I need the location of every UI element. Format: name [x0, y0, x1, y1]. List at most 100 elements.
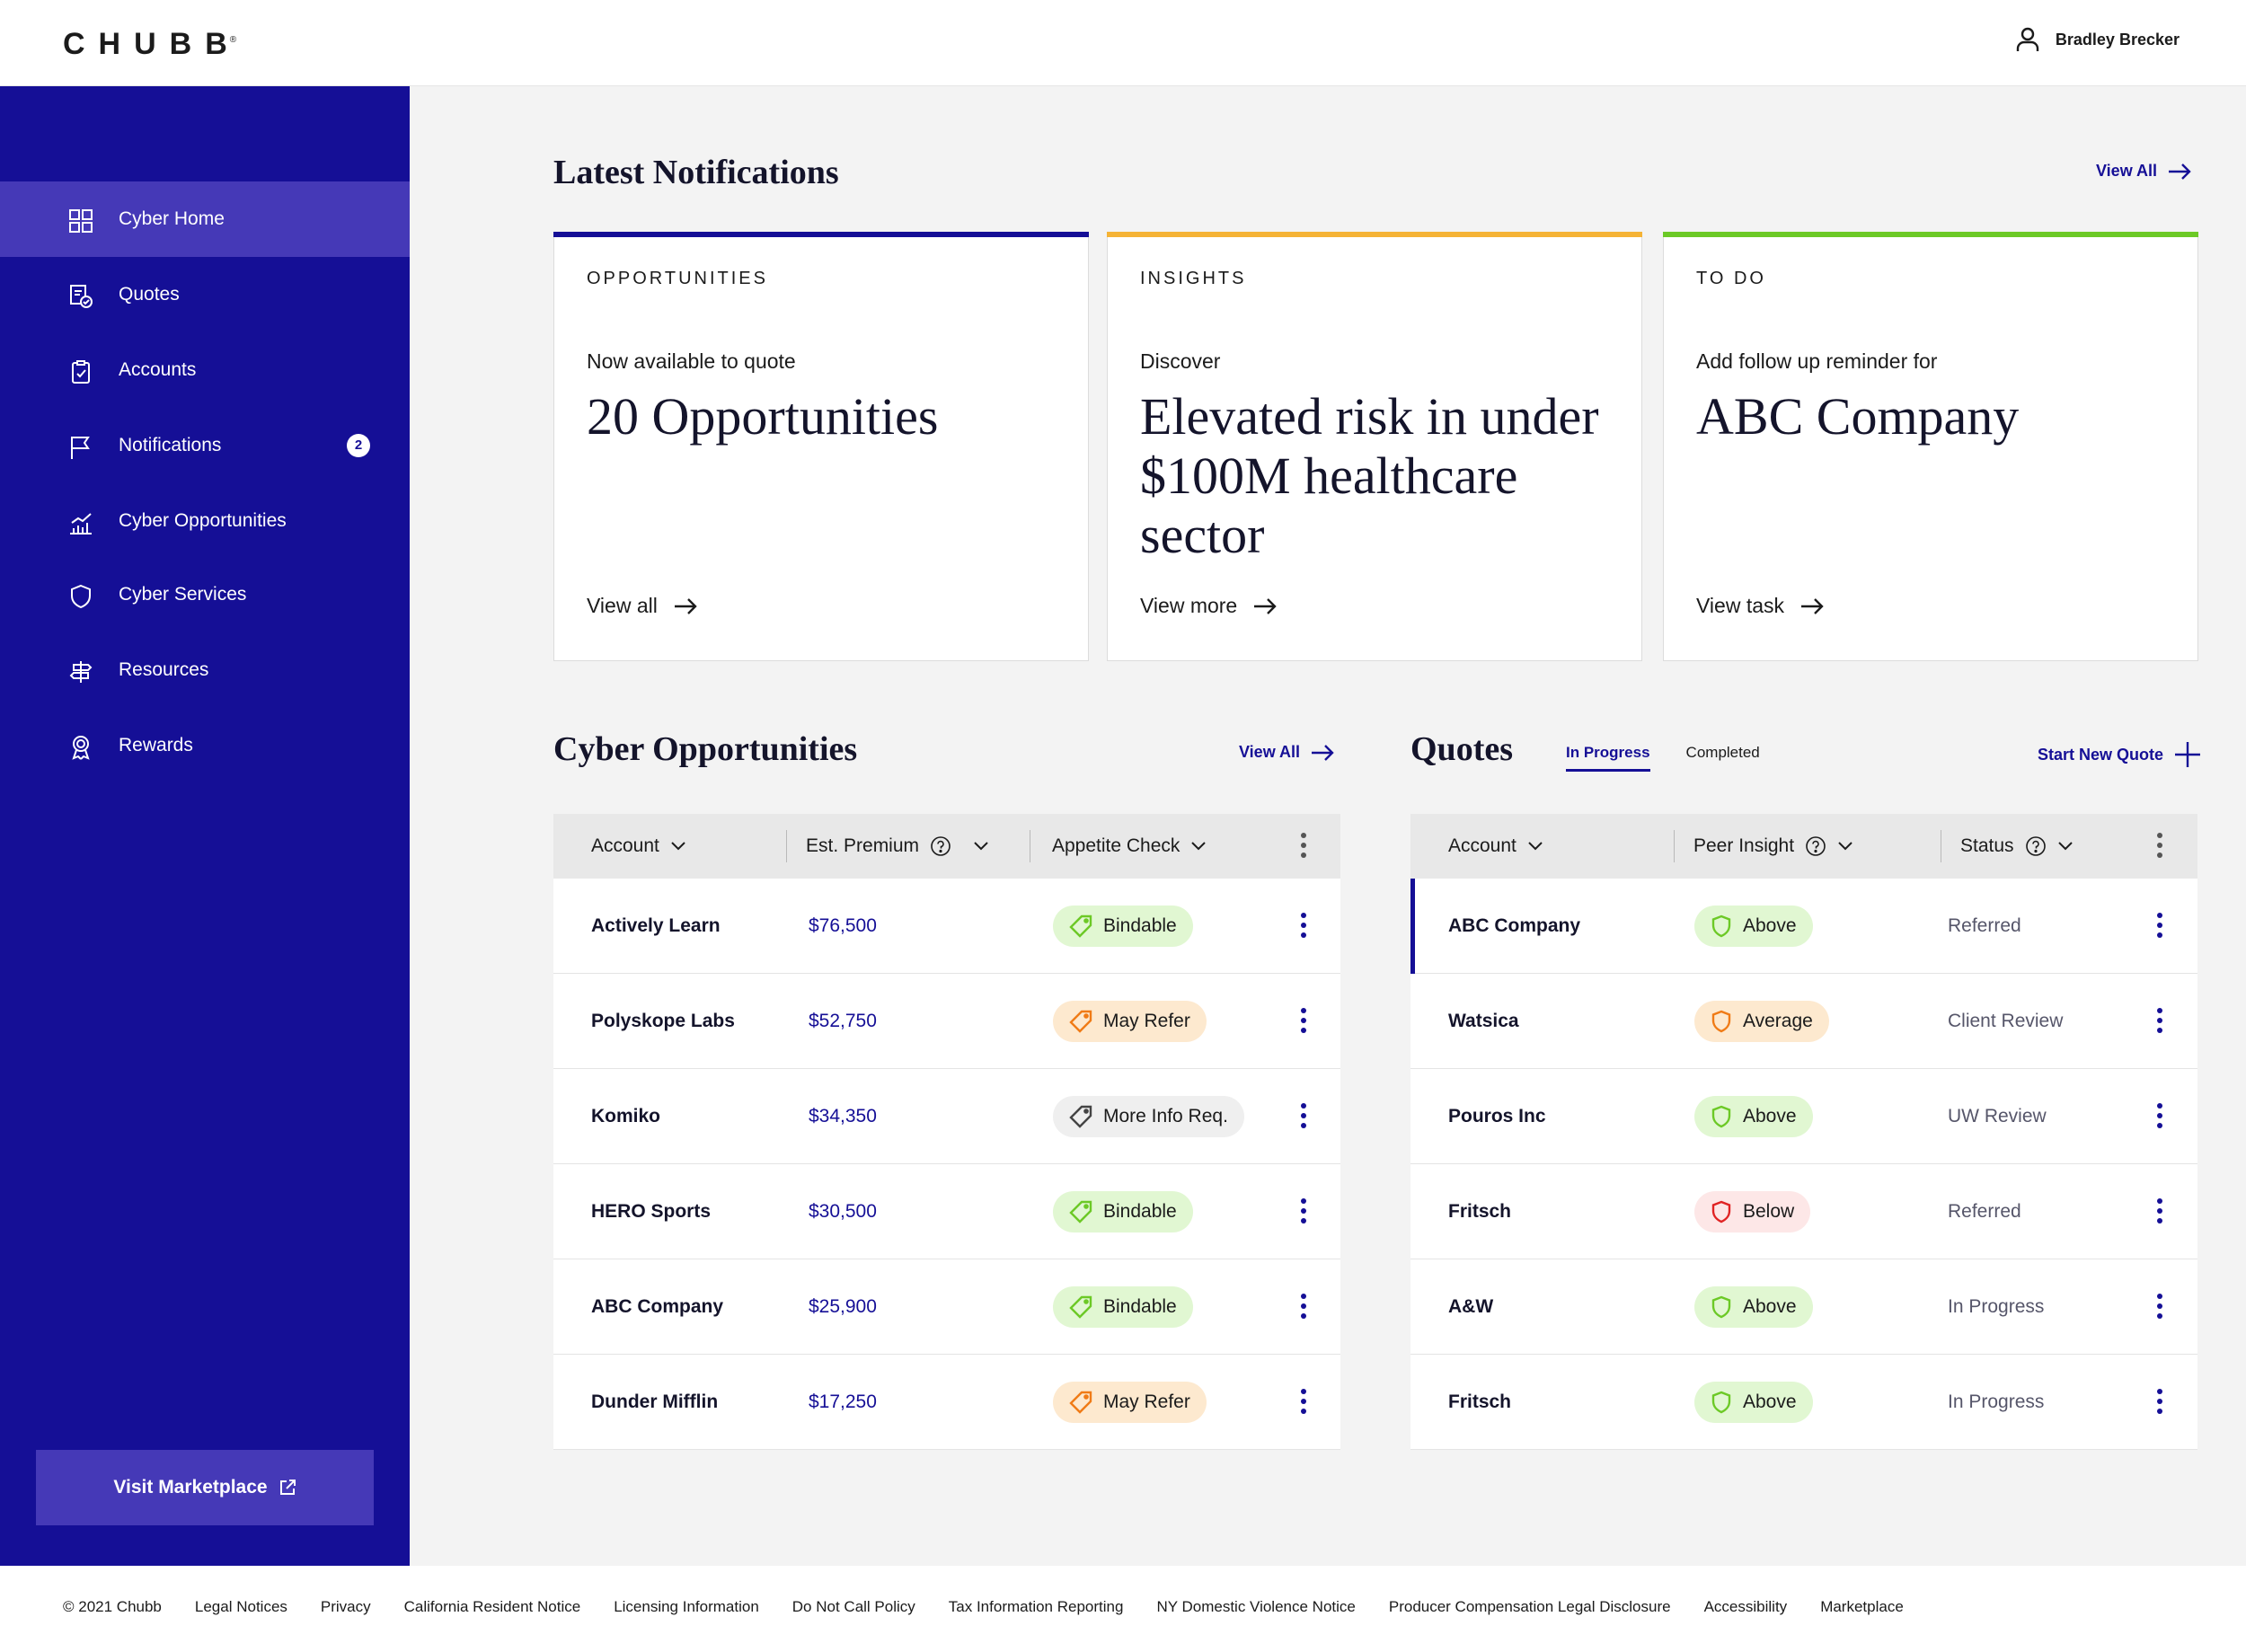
- visit-marketplace-button[interactable]: Visit Marketplace: [36, 1450, 374, 1525]
- row-options-kebab-icon[interactable]: [2157, 913, 2162, 942]
- sidebar-item-accounts[interactable]: Accounts: [0, 332, 410, 408]
- card-accent-bar: [553, 232, 1089, 237]
- row-options-kebab-icon[interactable]: [1301, 913, 1306, 942]
- row-options-kebab-icon[interactable]: [2157, 1103, 2162, 1133]
- tab-completed[interactable]: Completed: [1685, 744, 1760, 761]
- table-row[interactable]: Fritsch Above In Progress: [1410, 1355, 2197, 1450]
- todo-notification-card[interactable]: TO DO Add follow up reminder for ABC Com…: [1663, 232, 2198, 661]
- account-name[interactable]: Watsica: [1448, 1011, 1519, 1031]
- account-name[interactable]: ABC Company: [591, 1296, 724, 1317]
- footer-link[interactable]: Marketplace: [1820, 1598, 1904, 1615]
- row-options-kebab-icon[interactable]: [2157, 1008, 2162, 1038]
- account-name[interactable]: Pouros Inc: [1448, 1106, 1546, 1126]
- appetite-check-badge: More Info Req.: [1053, 1096, 1244, 1137]
- row-options-kebab-icon[interactable]: [1301, 1008, 1306, 1038]
- notifications-view-all-link[interactable]: View All: [2096, 162, 2191, 181]
- account-name[interactable]: ABC Company: [1448, 915, 1581, 936]
- row-options-kebab-icon[interactable]: [2157, 1389, 2162, 1418]
- tab-in-progress[interactable]: In Progress: [1566, 744, 1650, 772]
- row-options-kebab-icon[interactable]: [1301, 1103, 1306, 1133]
- account-name[interactable]: Actively Learn: [591, 915, 721, 936]
- appetite-check-cell: Bindable: [1053, 1164, 1193, 1259]
- card-view-task-link[interactable]: View task: [1696, 594, 1824, 618]
- notifications-section-title: Latest Notifications: [553, 154, 839, 191]
- account-name[interactable]: Dunder Mifflin: [591, 1391, 719, 1412]
- sidebar-item-cyber-services[interactable]: Cyber Services: [0, 557, 410, 632]
- table-row[interactable]: Komiko $34,350 More Info Req.: [553, 1069, 1340, 1164]
- table-row[interactable]: Fritsch Below Referred: [1410, 1164, 2197, 1259]
- account-name[interactable]: HERO Sports: [591, 1201, 712, 1222]
- start-new-quote-button[interactable]: Start New Quote: [2038, 741, 2201, 768]
- estimated-premium: $76,500: [809, 915, 877, 936]
- opportunities-notification-card[interactable]: OPPORTUNITIES Now available to quote 20 …: [553, 232, 1089, 661]
- sidebar-item-label: Accounts: [119, 359, 197, 380]
- peer-insight-label: Average: [1743, 1011, 1813, 1031]
- table-options-kebab-icon[interactable]: [2157, 833, 2162, 862]
- sidebar-item-rewards[interactable]: Rewards: [0, 708, 410, 783]
- account-name[interactable]: Fritsch: [1448, 1201, 1512, 1222]
- row-options-kebab-icon[interactable]: [2157, 1294, 2162, 1323]
- tag-icon: [1069, 1105, 1092, 1128]
- table-row[interactable]: Watsica Average Client Review: [1410, 974, 2197, 1069]
- table-row[interactable]: ABC Company Above Referred: [1410, 879, 2197, 974]
- sidebar-item-label: Notifications: [119, 435, 222, 455]
- sidebar-item-cyber-opportunities[interactable]: Cyber Opportunities: [0, 483, 410, 559]
- row-options-kebab-icon[interactable]: [1301, 1389, 1306, 1418]
- table-options-kebab-icon[interactable]: [1301, 833, 1306, 862]
- sidebar-item-label: Resources: [119, 659, 209, 680]
- table-row[interactable]: HERO Sports $30,500 Bindable: [553, 1164, 1340, 1259]
- help-icon[interactable]: [2025, 835, 2047, 857]
- row-options-kebab-icon[interactable]: [1301, 1198, 1306, 1228]
- card-accent-bar: [1663, 232, 2198, 237]
- footer-link[interactable]: Tax Information Reporting: [948, 1598, 1124, 1615]
- sidebar-item-cyber-home[interactable]: Cyber Home: [0, 181, 410, 257]
- column-header-label: Status: [1960, 835, 2014, 856]
- user-menu[interactable]: Bradley Brecker: [2016, 27, 2180, 52]
- footer-link[interactable]: NY Domestic Violence Notice: [1156, 1598, 1356, 1615]
- footer-link[interactable]: Producer Compensation Legal Disclosure: [1388, 1598, 1671, 1615]
- account-name[interactable]: A&W: [1448, 1296, 1494, 1317]
- table-row[interactable]: A&W Above In Progress: [1410, 1259, 2197, 1355]
- footer-link[interactable]: Legal Notices: [194, 1598, 287, 1615]
- row-options-kebab-icon[interactable]: [2157, 1198, 2162, 1228]
- peer-insight-label: Above: [1743, 1106, 1797, 1126]
- column-header-account[interactable]: Account: [591, 814, 686, 879]
- arrow-right-icon: [1311, 744, 1334, 761]
- opportunities-view-all-link[interactable]: View All: [1239, 743, 1334, 762]
- account-name[interactable]: Polyskope Labs: [591, 1011, 735, 1031]
- column-header-status[interactable]: Status: [1960, 814, 2074, 879]
- appetite-check-cell: May Refer: [1053, 1355, 1207, 1450]
- column-header-est-premium[interactable]: Est. Premium: [806, 814, 989, 879]
- column-header-account[interactable]: Account: [1448, 814, 1543, 879]
- table-row[interactable]: Pouros Inc Above UW Review: [1410, 1069, 2197, 1164]
- help-icon[interactable]: [1805, 835, 1826, 857]
- account-name[interactable]: Komiko: [591, 1106, 661, 1126]
- card-view-more-link[interactable]: View more: [1140, 594, 1277, 618]
- chubb-logo[interactable]: CHUBB®: [63, 29, 247, 59]
- visit-marketplace-label: Visit Marketplace: [113, 1477, 268, 1497]
- quote-status: UW Review: [1948, 1106, 2047, 1126]
- column-header-appetite-check[interactable]: Appetite Check: [1052, 814, 1207, 879]
- table-row[interactable]: Polyskope Labs $52,750 May Refer: [553, 974, 1340, 1069]
- card-headline: Elevated risk in under $100M healthcare …: [1140, 387, 1599, 564]
- account-name[interactable]: Fritsch: [1448, 1391, 1512, 1412]
- footer-link[interactable]: Do Not Call Policy: [791, 1598, 915, 1615]
- sidebar-item-notifications[interactable]: Notifications 2: [0, 408, 410, 483]
- footer-link[interactable]: Privacy: [320, 1598, 371, 1615]
- footer-link[interactable]: Licensing Information: [614, 1598, 759, 1615]
- column-header-peer-insight[interactable]: Peer Insight: [1693, 814, 1853, 879]
- footer-link[interactable]: Accessibility: [1703, 1598, 1788, 1615]
- appetite-check-label: More Info Req.: [1103, 1106, 1228, 1126]
- help-icon[interactable]: [930, 835, 951, 857]
- table-row[interactable]: ABC Company $25,900 Bindable: [553, 1259, 1340, 1355]
- footer-link[interactable]: California Resident Notice: [403, 1598, 581, 1615]
- sidebar-item-quotes[interactable]: Quotes: [0, 257, 410, 332]
- table-row[interactable]: Dunder Mifflin $17,250 May Refer: [553, 1355, 1340, 1450]
- estimated-premium: $17,250: [809, 1391, 877, 1412]
- table-row[interactable]: Actively Learn $76,500 Bindable: [553, 879, 1340, 974]
- row-options-kebab-icon[interactable]: [1301, 1294, 1306, 1323]
- footer: © 2021 Chubb Legal Notices Privacy Californ…: [0, 1566, 2246, 1652]
- insights-notification-card[interactable]: INSIGHTS Discover Elevated risk in under…: [1107, 232, 1642, 661]
- sidebar-item-resources[interactable]: Resources: [0, 632, 410, 708]
- card-view-all-link[interactable]: View all: [587, 594, 697, 618]
